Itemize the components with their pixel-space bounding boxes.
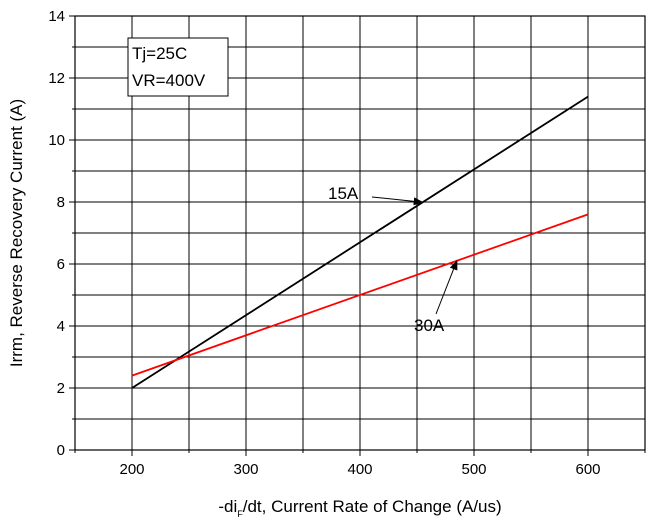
- y-tick-label: 0: [57, 442, 65, 459]
- series-line-30a: [131, 213, 589, 377]
- y-tick-label: 2: [57, 380, 65, 397]
- series-line-15a: [131, 95, 589, 389]
- y-tick-label: 12: [48, 70, 65, 87]
- x-tick-label: 500: [461, 461, 486, 478]
- y-tick-label: 6: [57, 256, 65, 273]
- x-tick-label: 200: [119, 461, 144, 478]
- tick-labels: 200 300 400 500 600 0 2 4 6 8 10 12 14: [48, 8, 600, 478]
- x-tick-label: 400: [347, 461, 372, 478]
- y-tick-label: 14: [48, 8, 65, 25]
- x-axis-title-subscript: F: [237, 509, 243, 519]
- annotation-label-30a: 30A: [414, 316, 445, 335]
- annotation-label-15a: 15A: [328, 184, 359, 203]
- x-axis-title: -diF/dt, Current Rate of Change (A/us): [218, 497, 501, 519]
- annotation-arrow-30a: [435, 259, 458, 315]
- x-tick-label: 600: [575, 461, 600, 478]
- y-tick-label: 8: [57, 194, 65, 211]
- y-tick-label: 4: [57, 318, 65, 335]
- x-axis-title-suffix: /dt, Current Rate of Change (A/us): [243, 497, 502, 516]
- axes: [69, 15, 646, 456]
- y-tick-label: 10: [48, 132, 65, 149]
- annotations: 15A 30A: [328, 184, 458, 335]
- x-tick-label: 300: [233, 461, 258, 478]
- condition-voltage: VR=400V: [132, 71, 206, 90]
- y-axis-title: Irrm, Reverse Recovery Current (A): [7, 99, 26, 367]
- annotation-arrow-15a: [371, 196, 424, 206]
- x-axis-title-prefix: -di: [218, 497, 237, 516]
- conditions-box: Tj=25C VR=400V: [127, 37, 229, 97]
- series-layer: [131, 95, 589, 389]
- condition-temperature: Tj=25C: [132, 44, 187, 63]
- conditions-box-frame: [127, 37, 229, 97]
